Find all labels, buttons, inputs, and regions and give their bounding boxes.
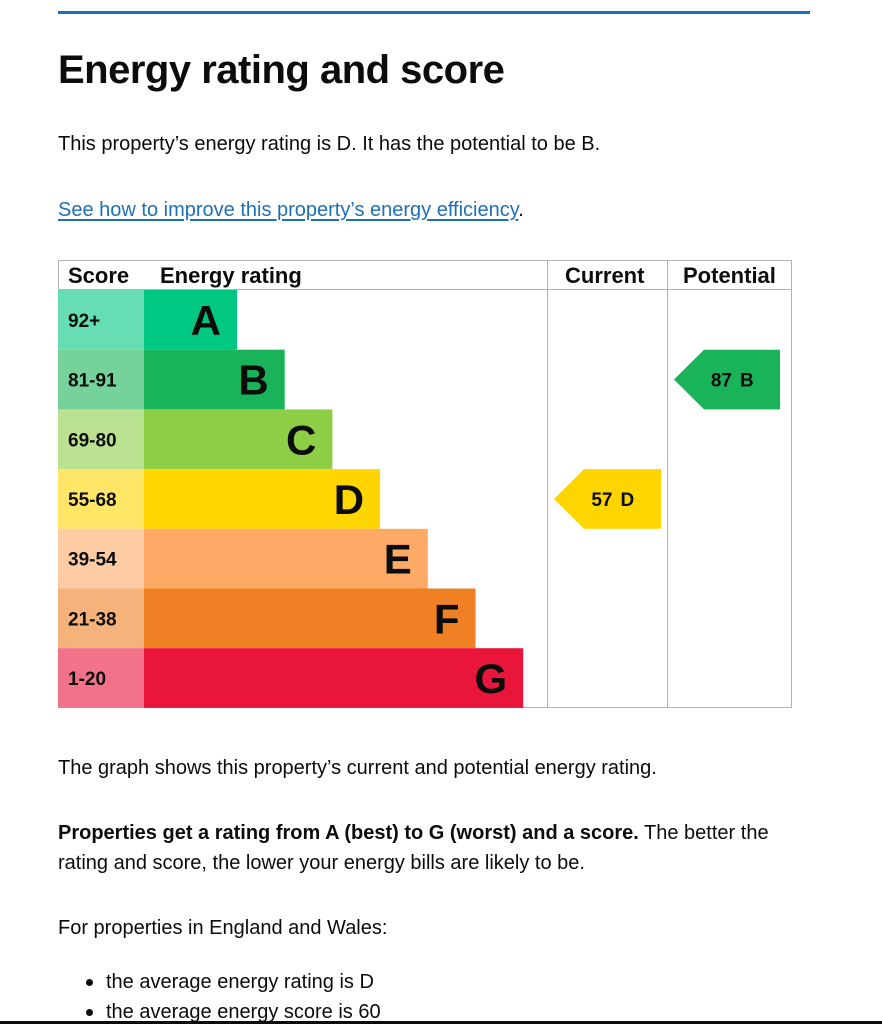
band-bar-c [144, 409, 333, 470]
energy-rating-graph: Score Energy rating Current Potential 92… [58, 260, 793, 708]
band-letter-b: B [238, 357, 268, 404]
band-letter-d: D [334, 476, 364, 523]
improve-paragraph: See how to improve this property’s energ… [58, 195, 524, 225]
score-cell-b [58, 349, 144, 410]
potential-rating-letter: B [740, 371, 754, 392]
rating-arrows: 57 D 87 B [554, 349, 780, 529]
band-letter-e: E [384, 536, 412, 583]
average-rating-item: the average energy rating is D [58, 967, 381, 997]
band-bar-g [144, 648, 524, 708]
potential-rating-score: 87 [711, 371, 732, 392]
bottom-rule [0, 1021, 882, 1024]
rating-explanation-rest: The better the rating and score, the low… [58, 822, 769, 874]
rating-explanation: Properties get a rating from A (best) to… [58, 818, 818, 878]
band-letter-f: F [434, 595, 460, 642]
score-label-e: 39-54 [68, 550, 117, 571]
score-label-d: 55-68 [68, 490, 117, 511]
score-label-f: 21-38 [68, 609, 117, 630]
band-letter-a: A [191, 297, 221, 344]
graph-caption: The graph shows this property’s current … [58, 757, 657, 779]
energy-rating-header: Energy rating [160, 263, 302, 288]
band-letter-g: G [475, 655, 508, 702]
average-score-item: the average energy score is 60 [58, 997, 381, 1027]
rating-bands: 92+ A 81-91 B 69-80 C 55-68 D 39-54 E 21-38 F 1-20 G [58, 290, 524, 708]
averages-list: the average energy rating is D the avera… [58, 967, 381, 1027]
score-cell-g [58, 648, 144, 708]
score-cell-e [58, 528, 144, 589]
score-header: Score [68, 263, 129, 288]
current-header: Current [565, 263, 645, 288]
top-rule [58, 11, 810, 14]
potential-rating-arrow [674, 349, 780, 410]
band-bar-b [144, 349, 285, 410]
band-bar-d [144, 469, 381, 529]
band-bar-a [144, 290, 237, 350]
energy-rating-chart: Score Energy rating Current Potential 92… [58, 260, 792, 708]
rating-explanation-bold: Properties get a rating from A (best) to… [58, 822, 639, 844]
score-cell-d [58, 469, 144, 529]
score-label-b: 81-91 [68, 371, 117, 392]
score-cell-c [58, 409, 144, 470]
score-label-a: 92+ [68, 311, 100, 332]
improve-link-suffix: . [518, 199, 524, 221]
band-bar-f [144, 588, 476, 649]
region-intro: For properties in England and Wales: [58, 917, 388, 939]
potential-header: Potential [683, 263, 776, 288]
band-letter-c: C [286, 416, 316, 463]
score-label-g: 1-20 [68, 669, 106, 690]
score-cell-f [58, 588, 144, 649]
intro-text: This property’s energy rating is D. It h… [58, 133, 601, 155]
current-rating-arrow [554, 469, 661, 529]
improve-efficiency-link[interactable]: See how to improve this property’s energ… [58, 199, 519, 221]
current-rating-letter: D [621, 490, 635, 511]
current-rating-score: 57 [591, 490, 612, 511]
score-cell-a [58, 290, 144, 350]
band-bar-e [144, 528, 428, 589]
page-title: Energy rating and score [58, 48, 505, 92]
score-label-c: 69-80 [68, 430, 117, 451]
